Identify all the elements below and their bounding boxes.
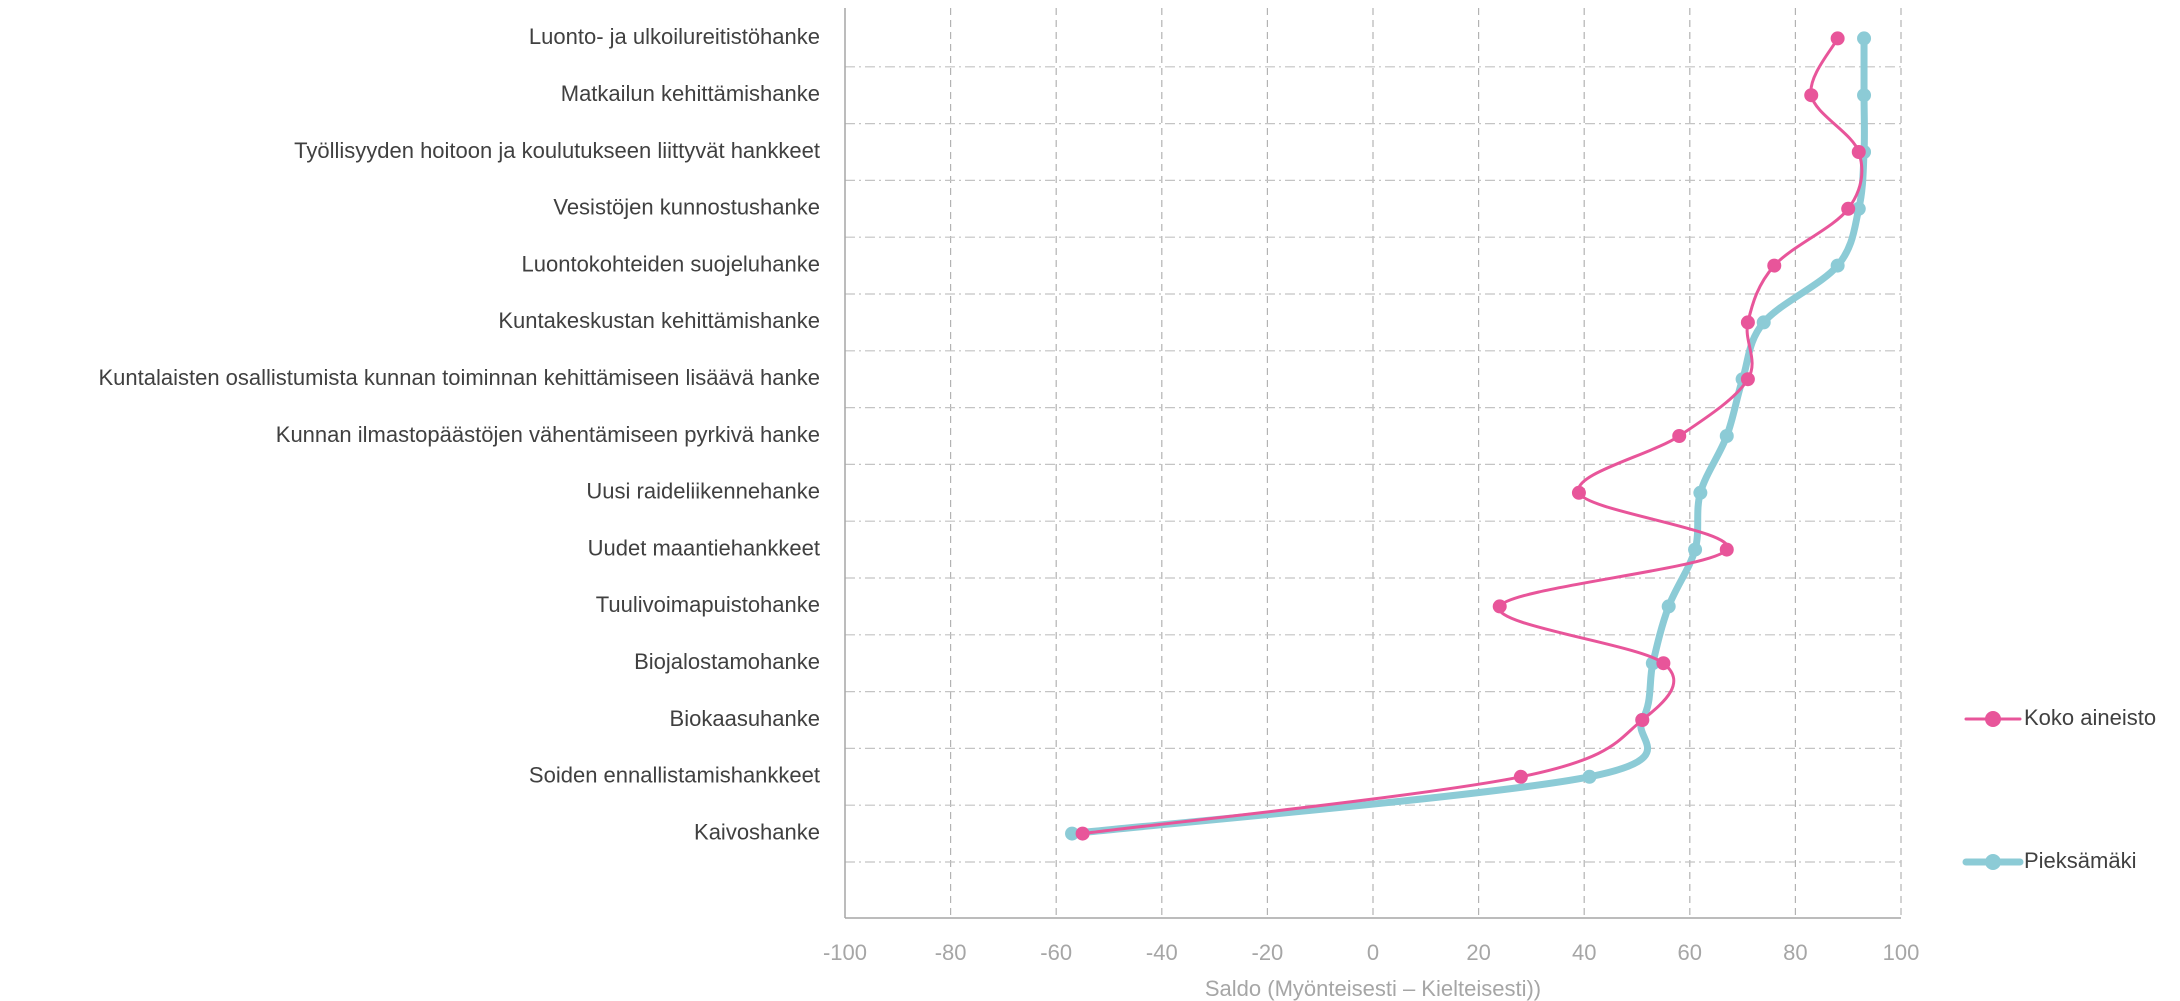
grid [844,8,1902,919]
x-tick-labels: -100 -80 -60 -40 -20 0 20 40 60 80 100 [823,940,1919,965]
category-label: Biokaasuhanke [670,706,820,731]
data-point [1740,372,1755,387]
legend: Koko aineisto Pieksämäki [1962,705,2156,873]
legend-item: Koko aineisto [1964,705,2156,730]
category-label: Kuntakeskustan kehittämishanke [498,308,820,333]
x-axis-title: Saldo (Myönteisesti – Kielteisesti)) [1205,976,1541,1001]
x-tick-label: 80 [1783,940,1807,965]
data-point [1767,258,1782,273]
data-point [1492,599,1507,614]
series-pieksamaki [1065,31,1872,841]
legend-label: Pieksämäki [2024,848,2136,873]
data-point [1571,485,1586,500]
category-label: Vesistöjen kunnostushanke [553,195,820,220]
data-point [1693,485,1708,500]
data-point [1065,826,1080,841]
series-line [1081,36,1864,836]
x-tick-label: -80 [935,940,967,965]
category-label: Matkailun kehittämishanke [561,81,820,106]
data-point [1830,31,1845,46]
data-point [1830,258,1845,273]
x-tick-label: -100 [823,940,867,965]
legend-item: Pieksämäki [1962,848,2136,873]
data-point [1719,542,1734,557]
data-point [1857,31,1872,46]
category-label: Kuntalaisten osallistumista kunnan toimi… [98,365,820,390]
x-tick-label: -40 [1146,940,1178,965]
data-point [1756,315,1771,330]
category-label: Tuulivoimapuistohanke [596,592,820,617]
category-label: Soiden ennallistamishankkeet [529,763,820,788]
data-point [1804,88,1819,103]
category-label: Kaivoshanke [694,819,820,844]
category-label: Luontokohteiden suojeluhanke [522,251,820,276]
category-label: Kunnan ilmastopäästöjen vähentämiseen py… [276,422,820,447]
data-point [1582,769,1597,784]
data-point [1075,826,1090,841]
category-label: Työllisyyden hoitoon ja koulutukseen lii… [294,138,820,163]
series-koko-aineisto [1075,31,1866,841]
data-point [1513,769,1528,784]
data-point [1635,713,1650,727]
category-label: Biojalostamohanke [634,649,820,674]
category-labels: Luonto- ja ulkoilureitistöhanke Matkailun… [98,24,820,844]
legend-marker [1985,711,2001,727]
x-tick-label: 40 [1572,940,1596,965]
data-point [1688,542,1703,557]
x-tick-label: -60 [1040,940,1072,965]
x-tick-label: -20 [1252,940,1284,965]
category-label: Uusi raideliikennehanke [586,479,820,504]
legend-label: Koko aineisto [2024,705,2156,730]
data-point [1656,656,1671,671]
legend-marker [1985,854,2001,870]
x-tick-label: 100 [1883,940,1920,965]
data-point [1672,429,1687,443]
data-point [1857,88,1872,103]
data-point [1851,145,1866,159]
x-tick-label: 0 [1367,940,1379,965]
series-line [1068,34,1868,838]
data-point [1851,201,1866,216]
data-point [1740,315,1755,330]
x-tick-label: 60 [1678,940,1702,965]
data-point [1719,429,1734,443]
x-tick-label: 20 [1466,940,1490,965]
data-point [1661,599,1676,614]
series [1065,31,1872,841]
data-point [1841,201,1856,216]
category-label: Uudet maantiehankkeet [588,535,820,560]
category-label: Luonto- ja ulkoilureitistöhanke [529,24,820,49]
